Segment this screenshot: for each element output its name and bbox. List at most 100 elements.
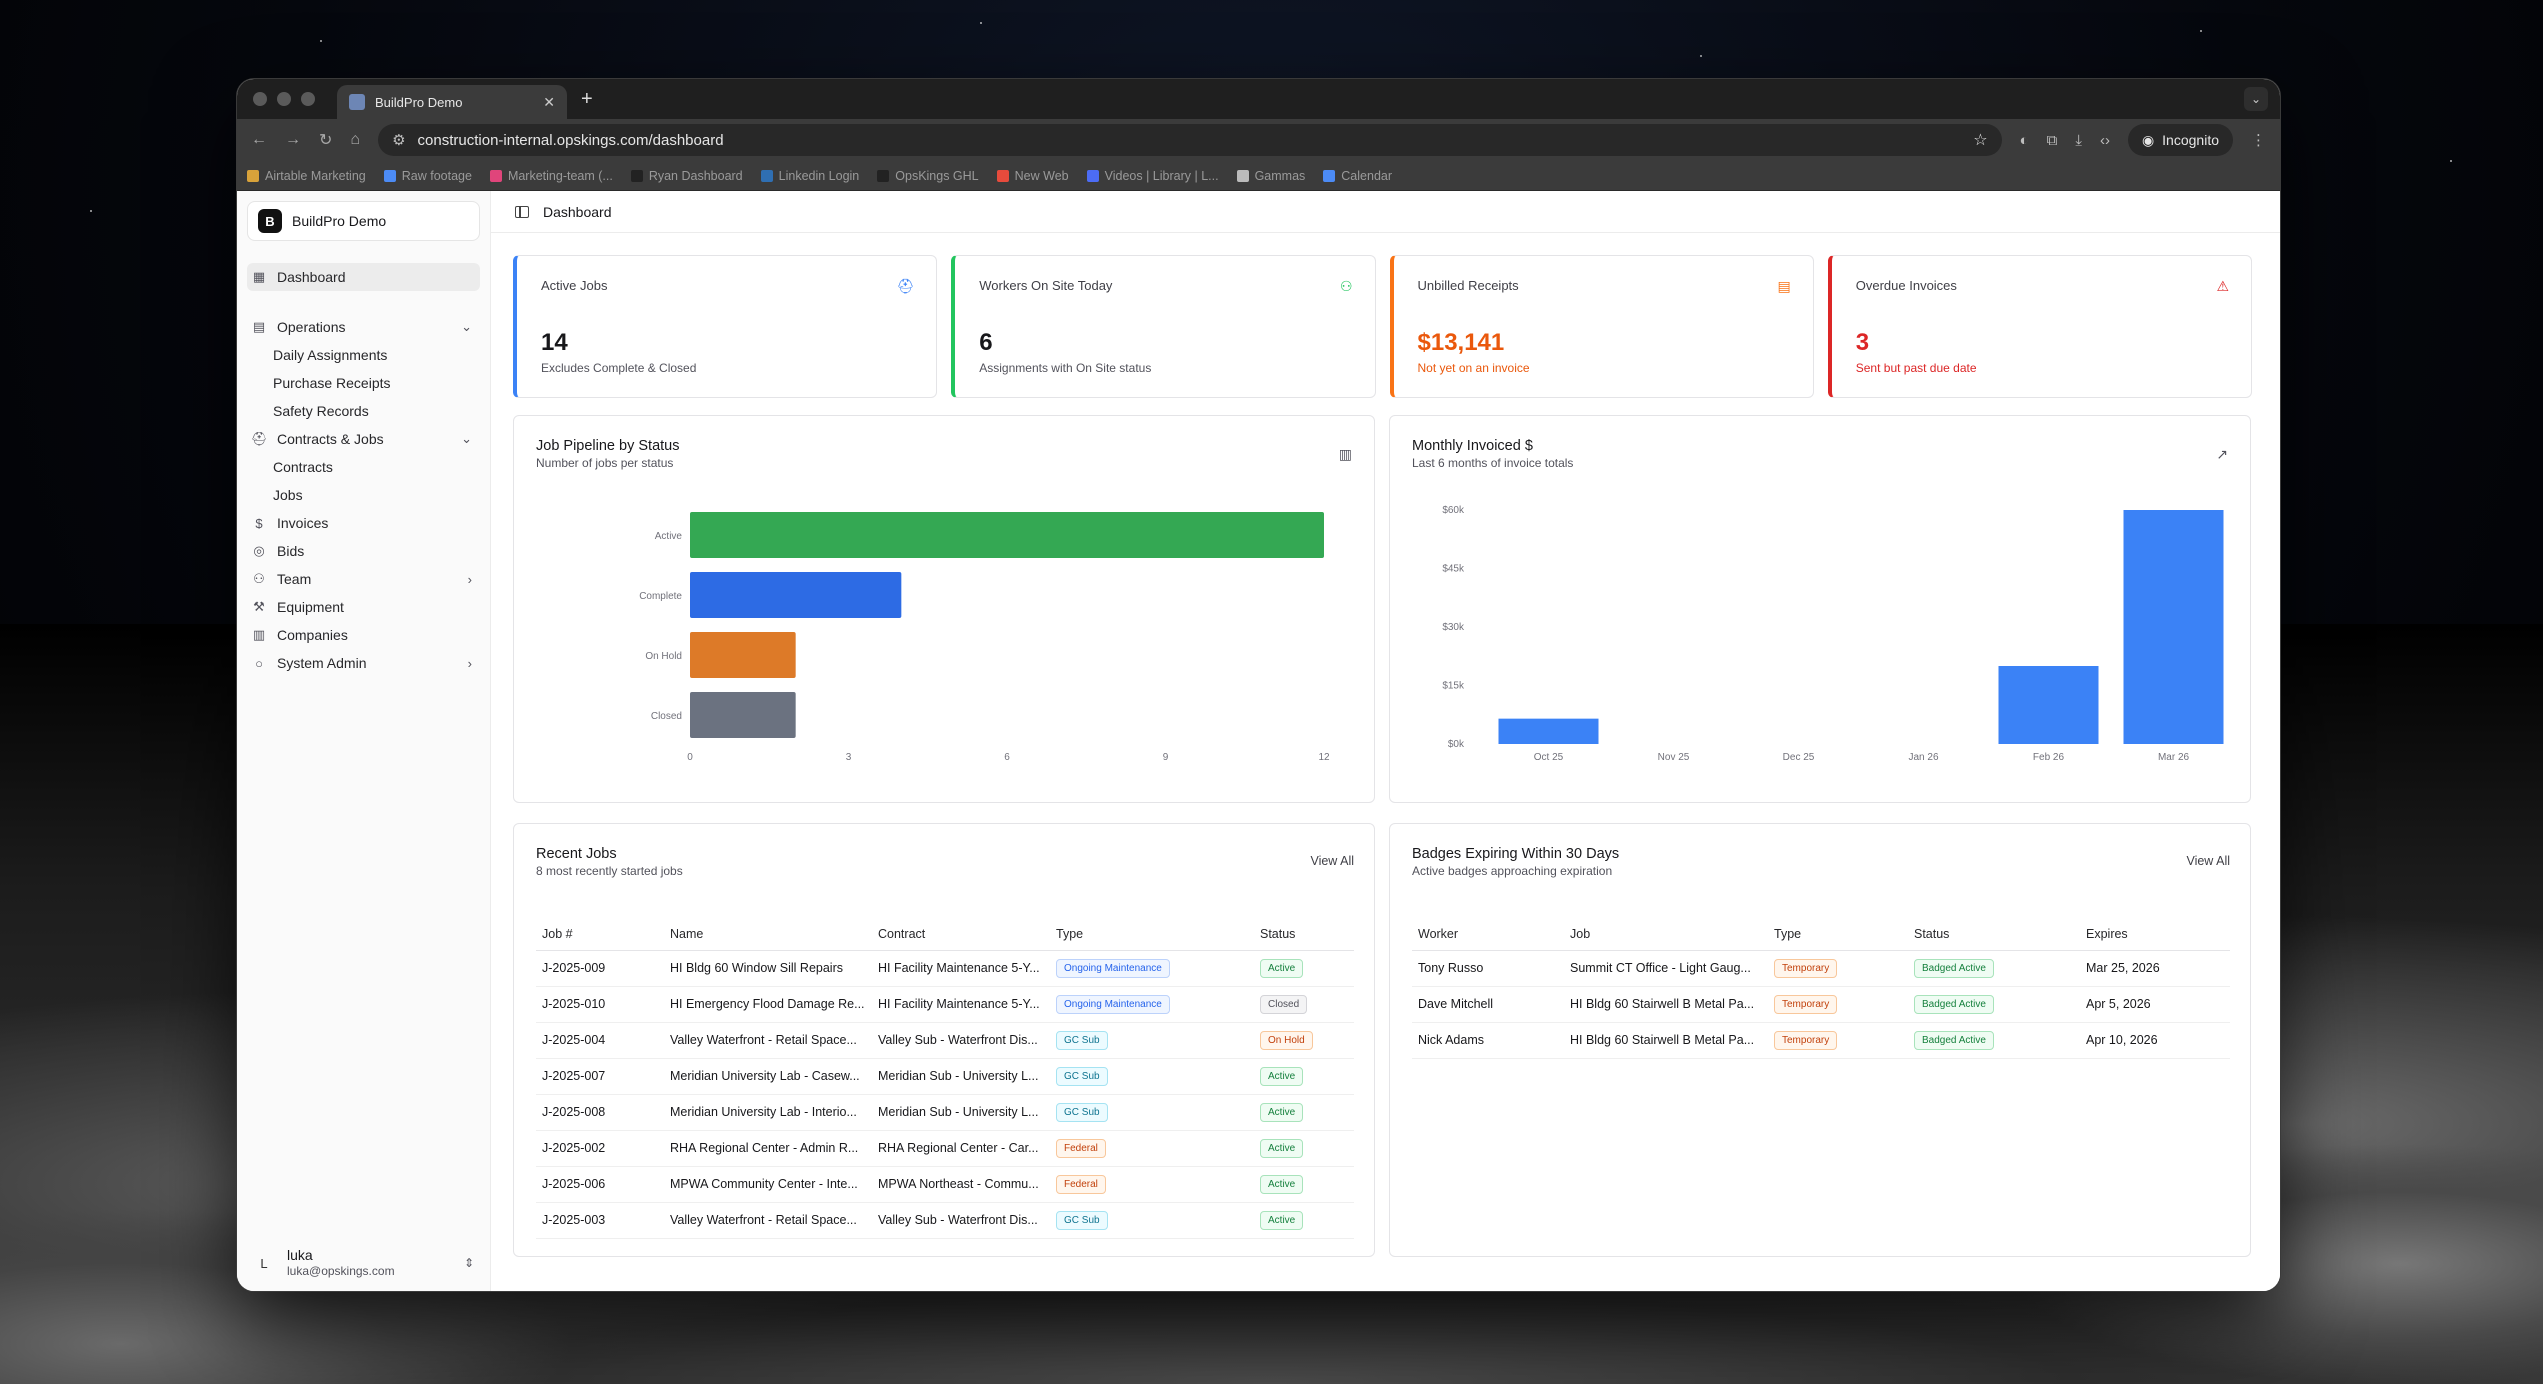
forward-icon[interactable]: → [285,131,301,148]
download-icon[interactable]: ⤓ [2075,131,2082,149]
favicon-icon [349,94,365,110]
tab-title: BuildPro Demo [375,94,463,110]
tab-search-chevron-icon[interactable]: ⌄ [2244,87,2268,111]
close-window-button[interactable] [253,92,267,106]
job-name: MPWA Community Center - Inte... [664,1166,872,1203]
bookmark-item[interactable]: Ryan Dashboard [630,169,743,183]
code-icon[interactable]: ‹› [2099,131,2110,149]
category-label: Complete [639,591,682,602]
table-row[interactable]: J-2025-007 Meridian University Lab - Case… [536,1058,1354,1095]
users-icon: ⚇ [253,571,265,586]
bookmark-star-icon[interactable]: ☆ [1973,132,1988,149]
sidebar-toggle-icon[interactable] [515,205,529,218]
sidebar-item-purchase-receipts[interactable]: Purchase Receipts [273,375,391,391]
bookmark-item[interactable]: Calendar [1323,169,1392,183]
sidebar-item-invoices[interactable]: $ Invoices [247,509,480,537]
column-header[interactable]: Expires [2080,918,2230,951]
minimize-window-button[interactable] [277,92,291,106]
bookmark-item[interactable]: Linkedin Login [760,169,859,183]
home-icon[interactable]: ⌂ [350,131,361,148]
type-badge: Temporary [1774,994,1838,1014]
site-info-icon[interactable]: ⚙ [392,132,406,149]
badge-job: HI Bldg 60 Stairwell B Metal Pa... [1564,1022,1768,1059]
sidebar-item-daily-assignments[interactable]: Daily Assignments [273,347,388,363]
bar[interactable] [1498,718,1599,744]
bar[interactable] [690,512,1324,558]
sidebar-item-companies[interactable]: ▥ Companies [247,621,480,649]
sidebar-item-bids[interactable]: ◎ Bids [247,537,480,565]
stat-card: Unbilled Receipts ▤ $13,141 Not yet on an i… [1389,255,1814,398]
column-header[interactable]: Contract [872,918,1050,951]
sidebar-item-safety-records[interactable]: Safety Records [273,403,369,419]
column-header[interactable]: Type [1050,918,1254,951]
bookmark-item[interactable]: Gammas [1236,169,1305,183]
extension-icon[interactable]: ◐ [2019,131,2029,149]
bar[interactable] [1998,666,2099,744]
sidebar-item-contracts-jobs[interactable]: ⛑ Contracts & Jobs ⌄ [247,425,480,453]
column-header[interactable]: Status [1254,918,1354,951]
sidebar-item-system-admin[interactable]: ○ System Admin › [247,649,480,677]
table-row[interactable]: J-2025-009 HI Bldg 60 Window Sill Repairs… [536,950,1354,987]
sidebar-item-contracts[interactable]: Contracts [273,459,333,475]
bar[interactable] [690,692,796,738]
close-tab-icon[interactable]: ✕ [543,93,555,110]
bookmark-item[interactable]: Raw footage [383,168,472,183]
incognito-badge[interactable]: ◉ Incognito [2127,124,2233,156]
sidebar-item-operations[interactable]: ▤ Operations ⌄ [247,313,480,341]
new-tab-button[interactable]: + [581,87,593,110]
shield-icon: ○ [255,655,263,671]
recent-jobs-view-all-link[interactable]: View All [1310,854,1354,868]
browser-window: BuildPro Demo ✕ + ⌄ ← → ↻ ⌂ ⚙ constructi… [236,78,2281,1292]
sidebar-item-team[interactable]: ⚇ Team › [247,565,480,593]
bookmark-item[interactable]: Marketing-team (... [489,169,613,183]
job-contract: Valley Sub - Waterfront Dis... [872,1022,1050,1059]
column-header[interactable]: Status [1908,918,2080,951]
table-row[interactable]: Dave Mitchell HI Bldg 60 Stairwell B Meta… [1412,986,2230,1023]
table-row[interactable]: Tony Russo Summit CT Office - Light Gaug.… [1412,950,2230,987]
bookmark-label: Raw footage [401,168,472,183]
column-header[interactable]: Type [1768,918,1908,951]
bar[interactable] [690,632,796,678]
table-row[interactable]: J-2025-010 HI Emergency Flood Damage Re..… [536,986,1354,1023]
table-row[interactable]: J-2025-002 RHA Regional Center - Admin R.… [536,1130,1354,1167]
incognito-label: Incognito [2162,132,2219,148]
grid-icon: ▦ [252,269,266,284]
table-row[interactable]: Nick Adams HI Bldg 60 Stairwell B Metal P… [1412,1022,2230,1059]
bookmark-item[interactable]: OpsKings GHL [877,169,979,183]
table-row[interactable]: J-2025-003 Valley Waterfront - Retail Spa… [536,1202,1354,1239]
column-header[interactable]: Job # [536,918,664,951]
user-menu[interactable]: L luka luka@opskings.com ⇕ [247,1243,480,1283]
workspace-switcher[interactable]: B BuildPro Demo [247,201,480,241]
chevron-down-icon: ⌄ [461,431,472,446]
bar[interactable] [690,572,902,618]
sidebar-item-jobs[interactable]: Jobs [273,487,303,503]
browser-tab[interactable]: BuildPro Demo ✕ [337,85,567,119]
address-bar[interactable]: ⚙ construction-internal.opskings.com/das… [378,124,2002,156]
badges-view-all-link[interactable]: View All [2186,854,2230,868]
badge-status-cell: Badged Active [1908,950,2080,987]
column-header[interactable]: Job [1564,918,1768,951]
column-header[interactable]: Worker [1412,918,1564,951]
more-menu-icon[interactable]: ⋮ [2251,132,2266,149]
table-row[interactable]: J-2025-004 Valley Waterfront - Retail Spa… [536,1022,1354,1059]
column-header[interactable]: Name [664,918,872,951]
star [2200,30,2202,32]
sidebar-item-dashboard[interactable]: ▦ Dashboard [247,263,480,291]
panel-title: Badges Expiring Within 30 Days [1412,846,1620,862]
maximize-window-button[interactable] [301,92,315,106]
job-number: J-2025-010 [536,986,664,1023]
chevron-right-icon: › [467,655,472,671]
table-row[interactable]: J-2025-008 Meridian University Lab - Inte… [536,1094,1354,1131]
tick-label: $15k [1442,681,1465,692]
puzzle-icon[interactable]: ⧉ [2046,131,2058,149]
tick-label: $60k [1442,505,1465,516]
bookmark-item[interactable]: Airtable Marketing [247,169,366,183]
bookmark-item[interactable]: New Web [996,169,1069,183]
table-row[interactable]: J-2025-006 MPWA Community Center - Inte..… [536,1166,1354,1203]
sidebar-item-equipment[interactable]: ⚒ Equipment [247,593,480,621]
bookmark-item[interactable]: Videos | Library | L... [1086,169,1219,183]
back-icon[interactable]: ← [251,131,267,148]
reload-icon[interactable]: ↻ [319,132,333,149]
bar[interactable] [2123,510,2224,744]
stat-subtext: Excludes Complete & Closed [541,361,697,375]
